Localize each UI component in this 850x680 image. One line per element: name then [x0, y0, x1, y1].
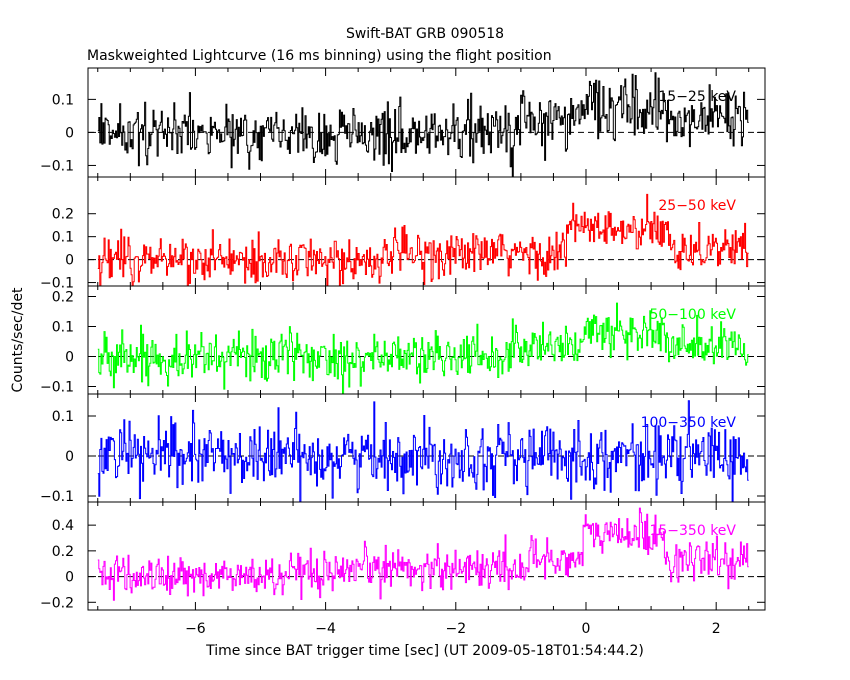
lightcurve-series — [97, 400, 749, 502]
y-tick-label: 0.2 — [52, 544, 74, 560]
x-tick-label: 2 — [712, 621, 721, 637]
x-tick-label: −4 — [315, 621, 336, 637]
y-tick-label: −0.1 — [40, 489, 74, 505]
panel-frame — [87, 501, 766, 611]
panels-group: 15−25 keV −0.1 0 0.1 25−50 keV −0.1 0 0.1 0.2 50−… — [40, 67, 766, 637]
y-tick-label: 0 — [65, 253, 74, 269]
y-tick-label: 0.1 — [52, 409, 74, 425]
y-tick-label: 0.2 — [52, 290, 74, 306]
y-tick-label: 0 — [65, 449, 74, 465]
y-tick-label: −0.1 — [40, 158, 74, 174]
y-tick-label: 0.2 — [52, 207, 74, 223]
y-tick-label: 0.1 — [52, 230, 74, 246]
y-tick-label: −0.2 — [40, 595, 74, 611]
y-tick-label: 0.1 — [52, 92, 74, 108]
y-tick-label: 0.1 — [52, 320, 74, 336]
x-tick-label: −6 — [185, 621, 206, 637]
y-tick-label: −0.1 — [40, 380, 74, 396]
x-tick-label: −2 — [445, 621, 466, 637]
lightcurve-series — [97, 302, 749, 394]
y-tick-label: −0.1 — [40, 276, 74, 292]
lightcurve-series — [97, 193, 749, 286]
y-tick-label: 0 — [65, 570, 74, 586]
band-label: 15−25 keV — [658, 89, 736, 105]
band-label: 25−50 keV — [658, 198, 736, 214]
lightcurve-series — [97, 507, 749, 601]
band-label: 15−350 keV — [649, 523, 736, 539]
y-tick-label: 0 — [65, 125, 74, 141]
chart-title: Swift-BAT GRB 090518 — [346, 26, 504, 42]
band-label: 100−350 keV — [641, 415, 737, 431]
lightcurve-series — [97, 72, 749, 177]
band-label: 50−100 keV — [649, 307, 736, 323]
chart-subtitle: Maskweighted Lightcurve (16 ms binning) … — [87, 48, 552, 64]
y-tick-label: 0 — [65, 350, 74, 366]
panel-frame — [87, 285, 766, 395]
x-axis-label: Time since BAT trigger time [sec] (UT 20… — [205, 643, 644, 659]
x-tick-label: 0 — [582, 621, 591, 637]
y-tick-label: 0.4 — [52, 518, 74, 534]
y-axis-label: Counts/sec/det — [10, 287, 26, 392]
